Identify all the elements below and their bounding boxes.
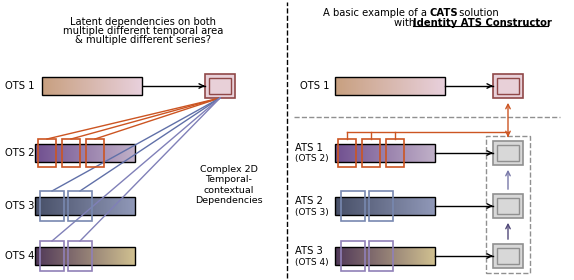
Bar — [40, 241, 64, 271]
Text: ATS 2: ATS 2 — [295, 196, 323, 206]
Text: (OTS 2): (OTS 2) — [295, 155, 329, 164]
Text: OTS 4: OTS 4 — [5, 251, 34, 261]
Bar — [35, 144, 135, 162]
Bar — [386, 139, 404, 167]
Text: OTS 3: OTS 3 — [5, 201, 34, 211]
Text: CATS: CATS — [430, 8, 459, 18]
Bar — [42, 77, 142, 95]
Bar — [493, 141, 523, 165]
Bar — [209, 78, 231, 94]
Text: with: with — [394, 18, 418, 28]
Bar — [362, 139, 380, 167]
Bar — [335, 197, 435, 215]
Bar — [493, 244, 523, 268]
Text: & multiple different series?: & multiple different series? — [75, 35, 211, 45]
Text: ATS 1: ATS 1 — [295, 143, 323, 153]
Bar — [62, 139, 80, 167]
Text: (OTS 3): (OTS 3) — [295, 207, 329, 216]
Text: multiple different temporal area: multiple different temporal area — [63, 26, 223, 36]
Bar — [369, 241, 393, 271]
Bar — [486, 136, 530, 273]
Text: OTS 2: OTS 2 — [5, 148, 34, 158]
Text: (OTS 4): (OTS 4) — [295, 258, 329, 267]
Bar — [40, 191, 64, 221]
Bar — [497, 78, 519, 94]
Text: solution: solution — [456, 8, 499, 18]
Bar — [68, 191, 92, 221]
Bar — [369, 191, 393, 221]
Text: A basic example of a: A basic example of a — [323, 8, 430, 18]
Bar — [341, 241, 365, 271]
Bar — [68, 241, 92, 271]
Text: OTS 1: OTS 1 — [300, 81, 329, 91]
Bar — [338, 139, 356, 167]
Text: Identity ATS Constructor: Identity ATS Constructor — [413, 18, 552, 28]
Bar — [493, 194, 523, 218]
Bar — [493, 74, 523, 98]
Text: ATS 3: ATS 3 — [295, 246, 323, 256]
Text: OTS 1: OTS 1 — [5, 81, 34, 91]
Bar — [205, 74, 235, 98]
Bar — [38, 139, 56, 167]
Bar — [497, 248, 519, 264]
Bar — [341, 191, 365, 221]
Bar — [335, 77, 445, 95]
Bar — [35, 247, 135, 265]
Bar — [335, 144, 435, 162]
Bar — [497, 198, 519, 214]
Text: Latent dependencies on both: Latent dependencies on both — [70, 17, 216, 27]
Bar — [497, 145, 519, 161]
Bar — [335, 247, 435, 265]
Bar — [86, 139, 104, 167]
Text: Complex 2D
Temporal-
contextual
Dependencies: Complex 2D Temporal- contextual Dependen… — [195, 165, 263, 205]
Bar — [35, 197, 135, 215]
